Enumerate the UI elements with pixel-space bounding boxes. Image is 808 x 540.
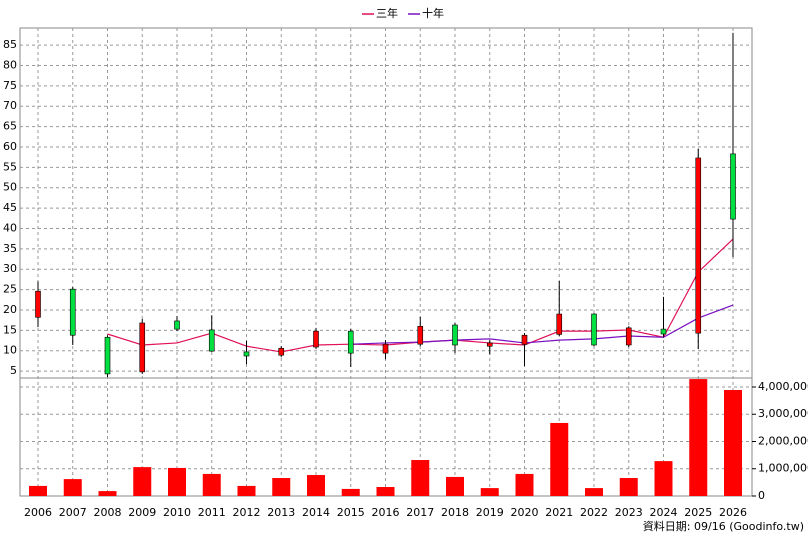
- x-tick-label: 2025: [684, 506, 712, 519]
- x-tick-label: 2023: [615, 506, 643, 519]
- x-tick-label: 2019: [476, 506, 504, 519]
- y-tick-label: 15: [3, 323, 17, 336]
- candle-body: [313, 330, 319, 348]
- y-tick-label: 70: [3, 99, 17, 112]
- legend-label: 十年: [422, 6, 444, 20]
- y-tick-label: 40: [3, 221, 17, 234]
- volume-bar: [411, 460, 430, 496]
- legend-label: 三年: [376, 6, 398, 20]
- candle-body: [695, 157, 702, 334]
- volume-bar: [63, 479, 82, 496]
- x-tick-label: 2024: [650, 506, 678, 519]
- candle-body: [139, 322, 146, 373]
- y-tick-label: 80: [3, 58, 17, 71]
- volume-bar: [480, 488, 499, 496]
- candle-body: [35, 290, 41, 318]
- volume-bar: [237, 485, 256, 496]
- candle-body: [556, 313, 563, 335]
- candle-body: [591, 313, 597, 346]
- y2-tick-label: 4,000,000: [758, 380, 808, 393]
- candle-body: [69, 288, 76, 336]
- y-tick-label: 85: [3, 38, 17, 51]
- y-tick-label: 10: [3, 344, 17, 357]
- volume-bar: [202, 473, 221, 496]
- x-tick-label: 2017: [406, 506, 434, 519]
- volume-bar: [446, 476, 464, 496]
- candle-body: [625, 327, 632, 346]
- y2-tick-label: 0: [758, 489, 765, 502]
- y-tick-label: 30: [3, 262, 17, 275]
- y-tick-label: 45: [3, 201, 17, 214]
- candle-body: [243, 351, 250, 357]
- y-tick-label: 5: [10, 364, 17, 377]
- volume-bar: [376, 487, 395, 496]
- volume-bar: [341, 488, 360, 496]
- candle-body: [486, 342, 493, 347]
- x-tick-label: 2014: [302, 506, 330, 519]
- candle-body: [347, 330, 354, 354]
- x-tick-label: 2010: [163, 506, 191, 519]
- volume-bar: [307, 475, 325, 496]
- candle-body: [104, 336, 111, 375]
- volume-bar: [619, 478, 638, 496]
- y-tick-label: 55: [3, 160, 17, 173]
- volume-bar: [168, 467, 186, 496]
- candle-body: [660, 328, 667, 335]
- y-tick-label: 25: [3, 283, 17, 296]
- x-tick-label: 2013: [267, 506, 295, 519]
- y-tick-label: 20: [3, 303, 17, 316]
- y-tick-label: 35: [3, 242, 17, 255]
- y-tick-label: 65: [3, 120, 17, 133]
- volume-bar: [29, 485, 47, 496]
- x-tick-label: 2006: [24, 506, 52, 519]
- candle-body: [452, 324, 458, 346]
- volume-bar: [724, 389, 742, 496]
- series-line: [350, 304, 734, 345]
- x-tick-label: 2021: [545, 506, 573, 519]
- candle-body: [278, 347, 285, 356]
- y2-tick-label: 1,000,000: [758, 462, 808, 475]
- x-tick-label: 2007: [59, 506, 87, 519]
- x-tick-label: 2008: [94, 506, 122, 519]
- x-tick-label: 2022: [580, 506, 608, 519]
- x-tick-label: 2009: [128, 506, 156, 519]
- volume-bar: [689, 379, 708, 496]
- x-tick-label: 2026: [719, 506, 747, 519]
- candle-body: [417, 325, 424, 345]
- x-tick-label: 2018: [441, 506, 469, 519]
- volume-bar: [515, 473, 534, 496]
- x-tick-label: 2020: [511, 506, 539, 519]
- candle-body: [174, 320, 180, 330]
- y-tick-label: 50: [3, 181, 17, 194]
- x-tick-label: 2011: [198, 506, 226, 519]
- source-note: 資料日期: 09/16 (Goodinfo.tw): [643, 519, 804, 533]
- volume-bar: [133, 467, 152, 496]
- x-tick-label: 2016: [372, 506, 400, 519]
- y-tick-label: 60: [3, 140, 17, 153]
- volume-bar: [98, 491, 117, 496]
- x-tick-label: 2012: [233, 506, 261, 519]
- y2-tick-label: 3,000,000: [758, 407, 808, 420]
- candle-body: [208, 329, 215, 352]
- candle-body: [521, 334, 528, 345]
- x-tick-label: 2015: [337, 506, 365, 519]
- volume-bar: [654, 461, 673, 496]
- volume-bar: [272, 478, 291, 496]
- y-tick-label: 75: [3, 79, 17, 92]
- candle-body: [382, 343, 389, 354]
- candle-body: [730, 153, 736, 220]
- y2-tick-label: 2,000,000: [758, 434, 808, 447]
- volume-bar: [550, 422, 569, 496]
- volume-bar: [585, 488, 603, 496]
